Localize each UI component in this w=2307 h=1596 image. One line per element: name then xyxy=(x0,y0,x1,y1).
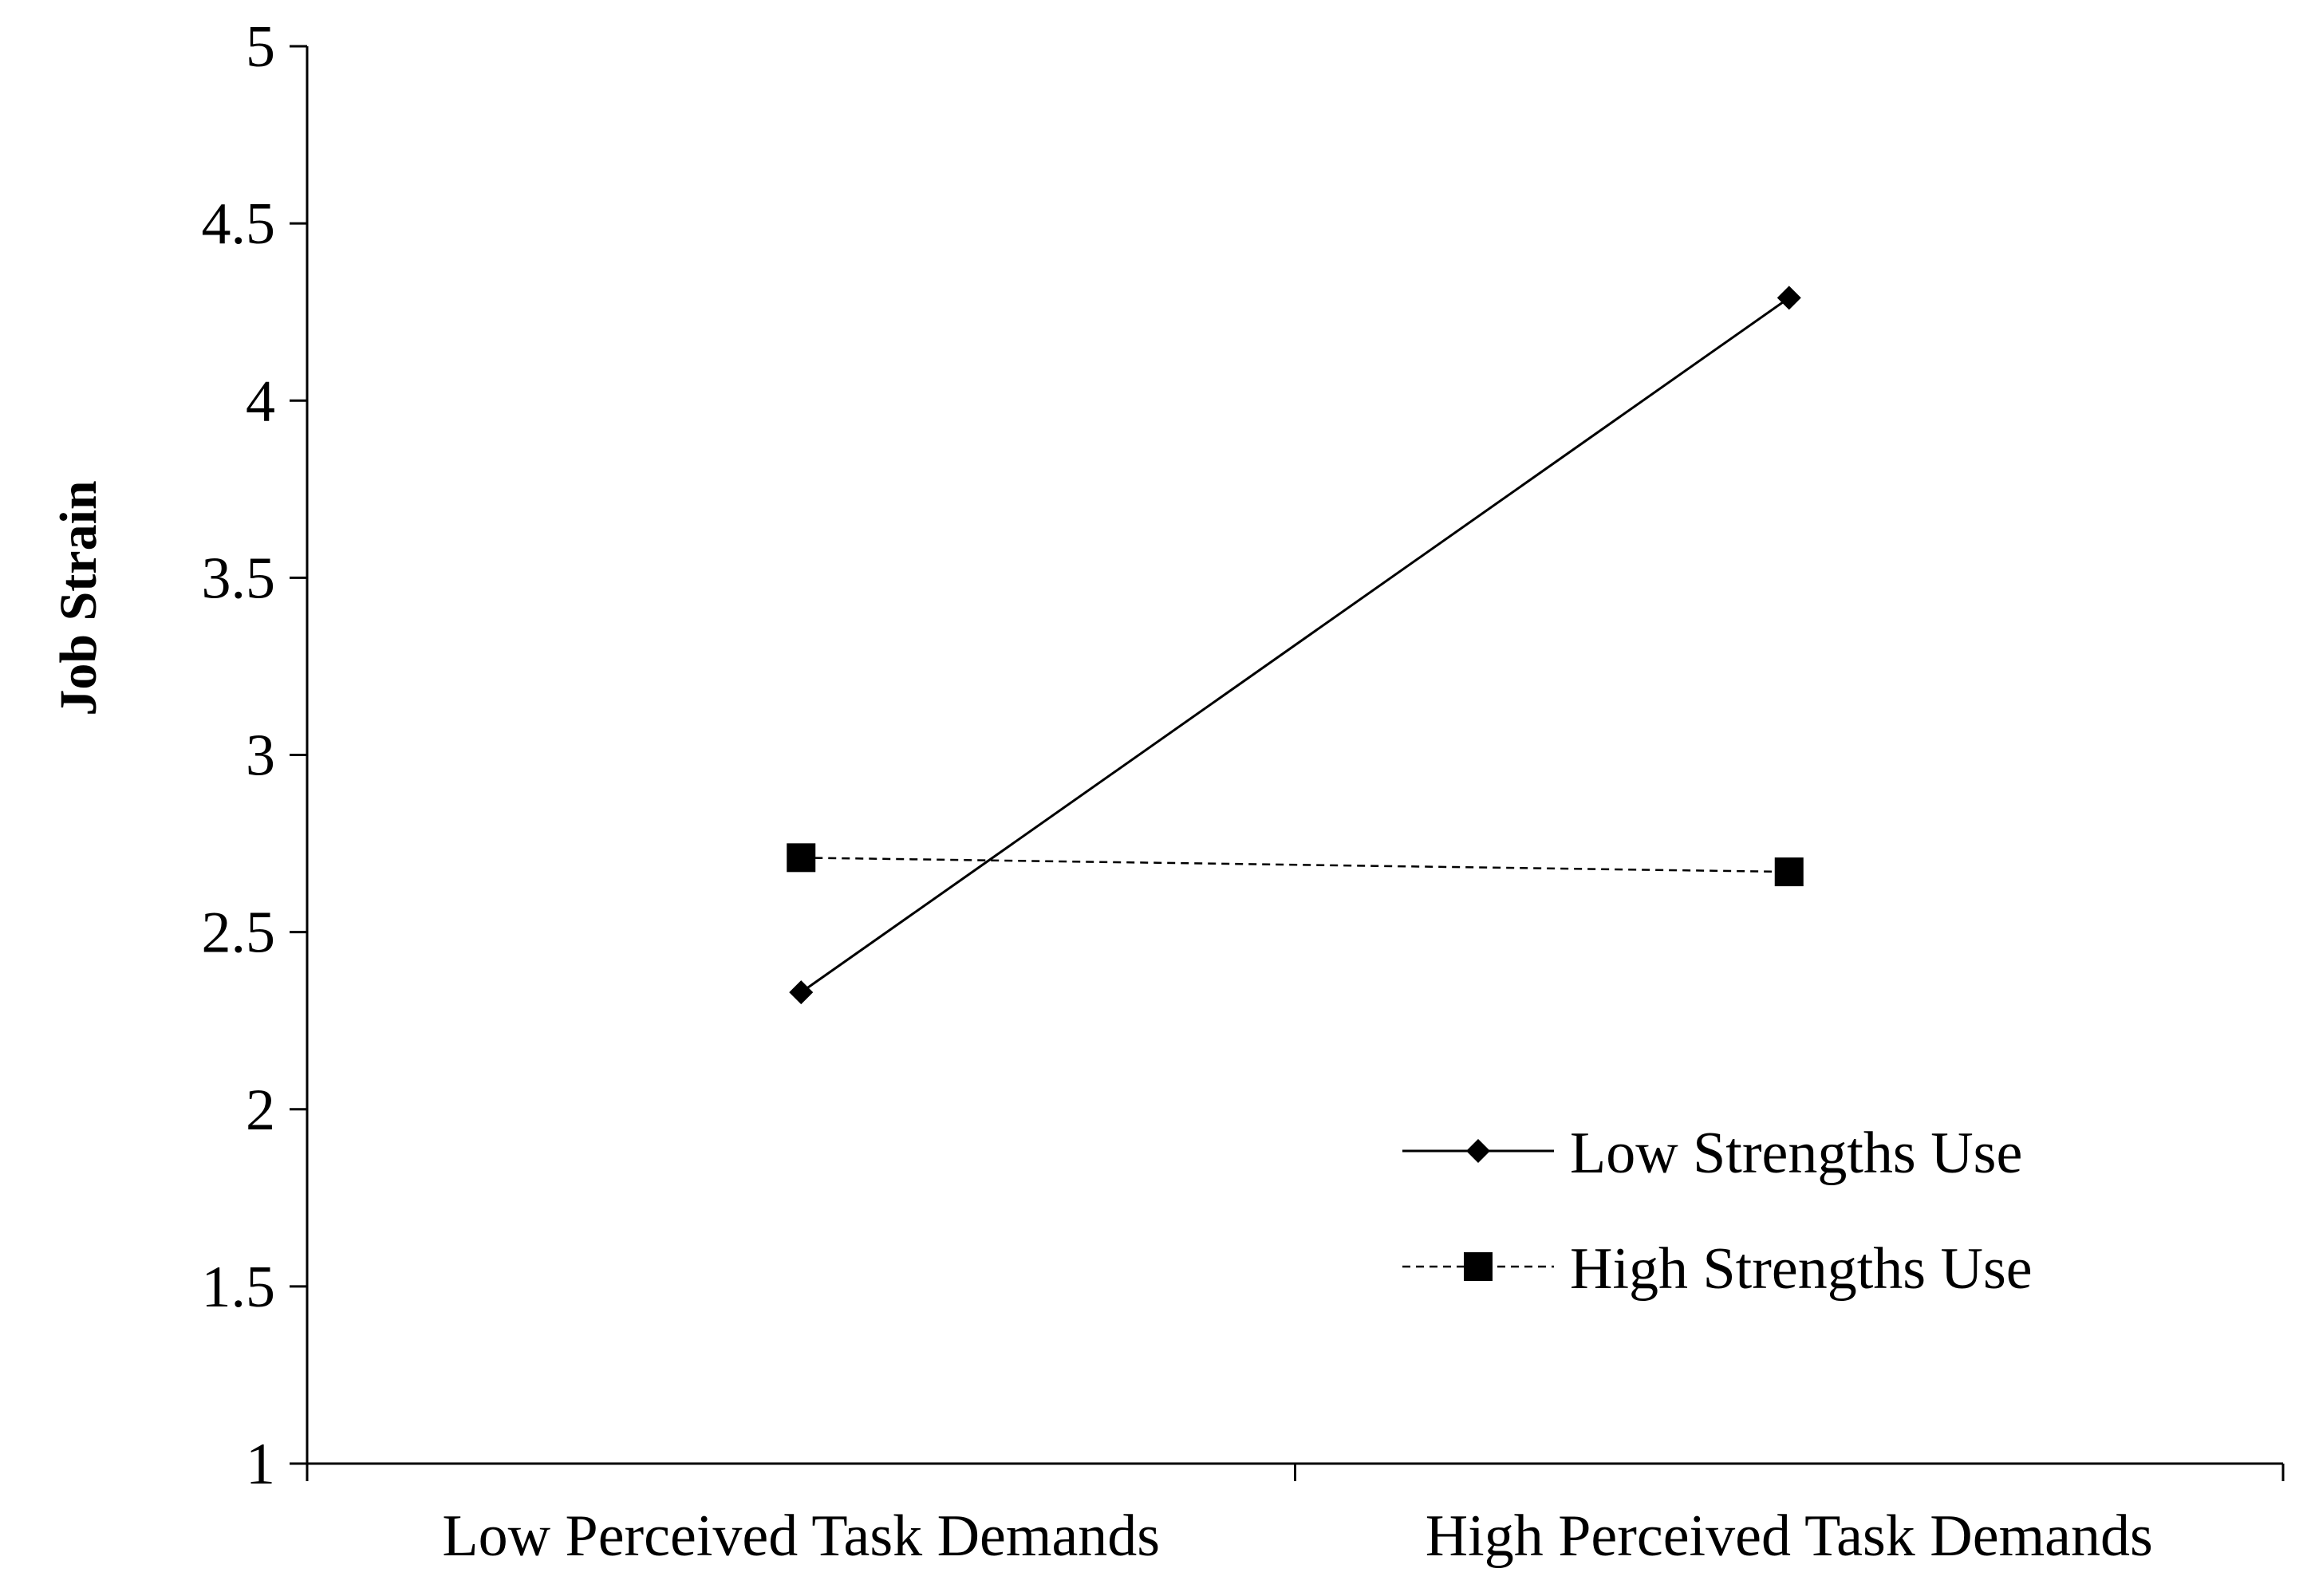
series-line xyxy=(800,297,1790,994)
series-line xyxy=(801,857,1789,873)
legend-marker xyxy=(1466,1139,1490,1163)
y-tick-label: 2 xyxy=(246,1078,275,1143)
y-axis-title: Job Strain xyxy=(49,480,108,715)
data-point xyxy=(787,843,816,873)
series-low-strengths-use xyxy=(789,286,1801,1005)
legend-marker xyxy=(1464,1252,1493,1281)
y-tick-label: 3.5 xyxy=(202,546,276,611)
data-point xyxy=(1777,286,1801,310)
x-axis: Low Perceived Task Demands High Perceive… xyxy=(306,1462,2285,1569)
y-tick-label: 4.5 xyxy=(202,191,276,257)
legend-swatch-high-strengths-use xyxy=(1402,1252,1554,1281)
series-layer xyxy=(787,286,1804,1005)
data-point xyxy=(1774,857,1804,887)
legend-label-low-strengths-use: Low Strengths Use xyxy=(1570,1121,2022,1186)
y-tick-label: 1 xyxy=(246,1432,275,1497)
y-tick-label: 1.5 xyxy=(202,1255,276,1320)
data-point xyxy=(789,980,814,1005)
category-label-low: Low Perceived Task Demands xyxy=(442,1503,1160,1569)
y-tick-label: 5 xyxy=(246,14,275,80)
legend-label-high-strengths-use: High Strengths Use xyxy=(1570,1236,2033,1302)
y-axis: 1 1.5 2 2.5 3 3.5 4 4.5 5 Job Strain xyxy=(49,14,309,1497)
series-high-strengths-use xyxy=(787,843,1804,887)
y-tick-label: 3 xyxy=(246,723,275,789)
y-tick-label: 2.5 xyxy=(202,900,276,966)
y-ticks: 1 1.5 2 2.5 3 3.5 4 4.5 5 xyxy=(202,14,307,1497)
legend: Low Strengths Use High Strengths Use xyxy=(1402,1121,2033,1302)
x-ticks xyxy=(306,1464,2285,1481)
category-label-high: High Perceived Task Demands xyxy=(1426,1503,2153,1569)
y-tick-label: 4 xyxy=(246,368,275,434)
legend-swatch-low-strengths-use xyxy=(1402,1139,1554,1163)
